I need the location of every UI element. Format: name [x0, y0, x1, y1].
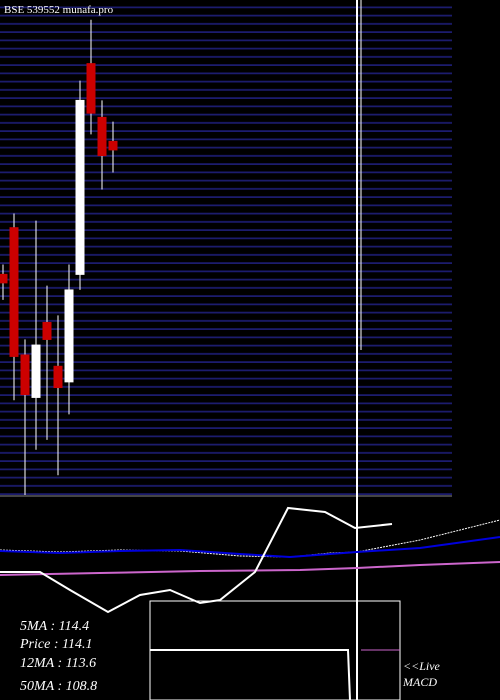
candle-body: [9, 227, 19, 357]
candle-body: [0, 273, 8, 284]
candle-body: [97, 116, 107, 157]
candle-body: [20, 354, 30, 396]
candle-body: [86, 63, 96, 114]
candle-body: [31, 344, 41, 398]
macd-line: [0, 506, 393, 614]
candle-body: [75, 99, 85, 275]
macd-label: <<Live: [403, 659, 441, 673]
candle-body: [64, 289, 74, 383]
ma-line: [0, 561, 500, 576]
price-grid: [0, 0, 452, 495]
indicator: 5MA : 114.4: [20, 619, 89, 634]
macd-label: MACD: [402, 675, 437, 689]
candle-body: [42, 321, 52, 340]
ma-line: [0, 536, 500, 559]
chart-title: BSE 539552 munafa.pro: [4, 4, 114, 16]
macd-signal: [150, 649, 351, 700]
indicator: Price : 114.1: [19, 637, 92, 652]
candle-body: [53, 365, 63, 389]
candle-body: [108, 140, 118, 151]
indicator: 50MA : 108.8: [20, 679, 97, 694]
ma-line: [0, 519, 500, 558]
indicator: 12MA : 113.6: [20, 656, 96, 671]
